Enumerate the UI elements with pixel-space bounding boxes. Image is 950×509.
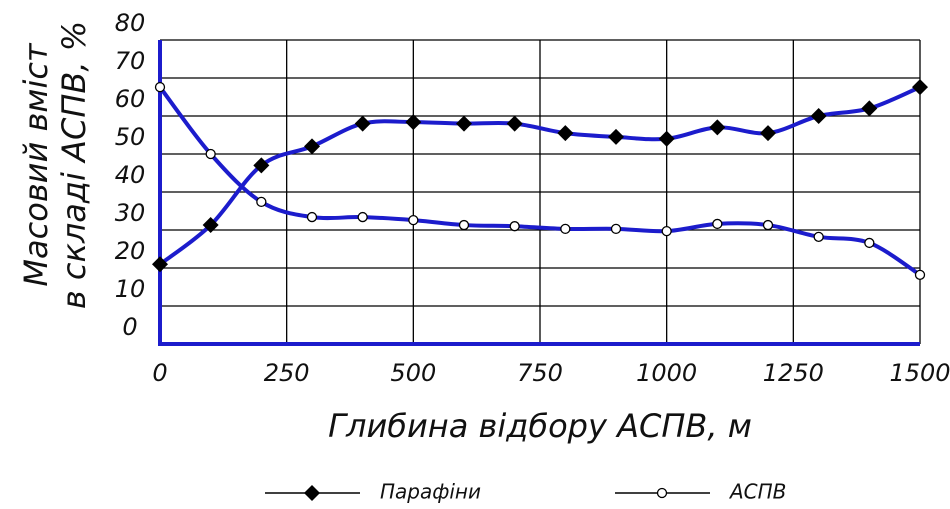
marker xyxy=(154,81,166,93)
series-line xyxy=(158,85,922,277)
y-axis-title: Масовий вміст xyxy=(17,42,55,287)
marker xyxy=(456,115,472,132)
y-tick-label: 80 xyxy=(115,9,146,37)
marker xyxy=(610,223,622,235)
marker xyxy=(813,231,824,242)
y-tick-label: 50 xyxy=(115,123,146,151)
legend-marker xyxy=(656,487,668,499)
marker xyxy=(253,157,270,174)
marker xyxy=(712,218,723,230)
marker xyxy=(709,119,726,136)
marker xyxy=(354,115,371,132)
marker xyxy=(509,221,520,232)
legend-marker xyxy=(304,485,320,501)
marker xyxy=(408,214,419,226)
x-tick-label: 1500 xyxy=(889,359,950,387)
marker xyxy=(810,108,827,124)
marker xyxy=(152,256,168,273)
y-tick-label: 10 xyxy=(115,275,146,303)
marker xyxy=(762,219,774,231)
marker xyxy=(405,114,422,131)
y-axis-title: в складі АСПВ, % xyxy=(55,21,93,309)
marker xyxy=(861,100,878,117)
x-tick-label: 500 xyxy=(390,359,436,387)
marker xyxy=(458,219,470,231)
x-tick-label: 1000 xyxy=(636,359,697,387)
marker xyxy=(205,148,216,160)
marker xyxy=(560,223,571,235)
marker xyxy=(202,217,219,234)
marker xyxy=(760,125,776,142)
x-tick-label: 750 xyxy=(517,359,563,387)
marker xyxy=(506,115,523,132)
marker xyxy=(658,130,675,147)
marker xyxy=(608,128,624,145)
x-tick-label: 0 xyxy=(152,359,167,387)
y-tick-label: 70 xyxy=(115,47,146,75)
y-tick-label: 30 xyxy=(115,199,146,227)
y-tick-label: 0 xyxy=(122,313,137,341)
marker xyxy=(914,269,926,280)
marker xyxy=(864,237,875,249)
legend-label: АСПВ xyxy=(728,480,786,504)
marker xyxy=(304,138,320,155)
y-tick-label: 40 xyxy=(115,161,146,189)
marker xyxy=(912,79,928,96)
marker xyxy=(256,196,267,208)
x-tick-label: 1250 xyxy=(763,359,824,387)
x-axis-title: Глибина відбору АСПВ, м xyxy=(328,407,752,445)
series-line xyxy=(158,85,921,266)
marker xyxy=(306,211,318,223)
marker xyxy=(557,125,574,142)
y-tick-label: 20 xyxy=(115,237,146,265)
y-tick-label: 60 xyxy=(115,85,146,113)
legend-label: Парафіни xyxy=(380,480,481,504)
x-tick-label: 250 xyxy=(264,359,310,387)
marker xyxy=(661,225,672,237)
marker xyxy=(357,211,368,223)
